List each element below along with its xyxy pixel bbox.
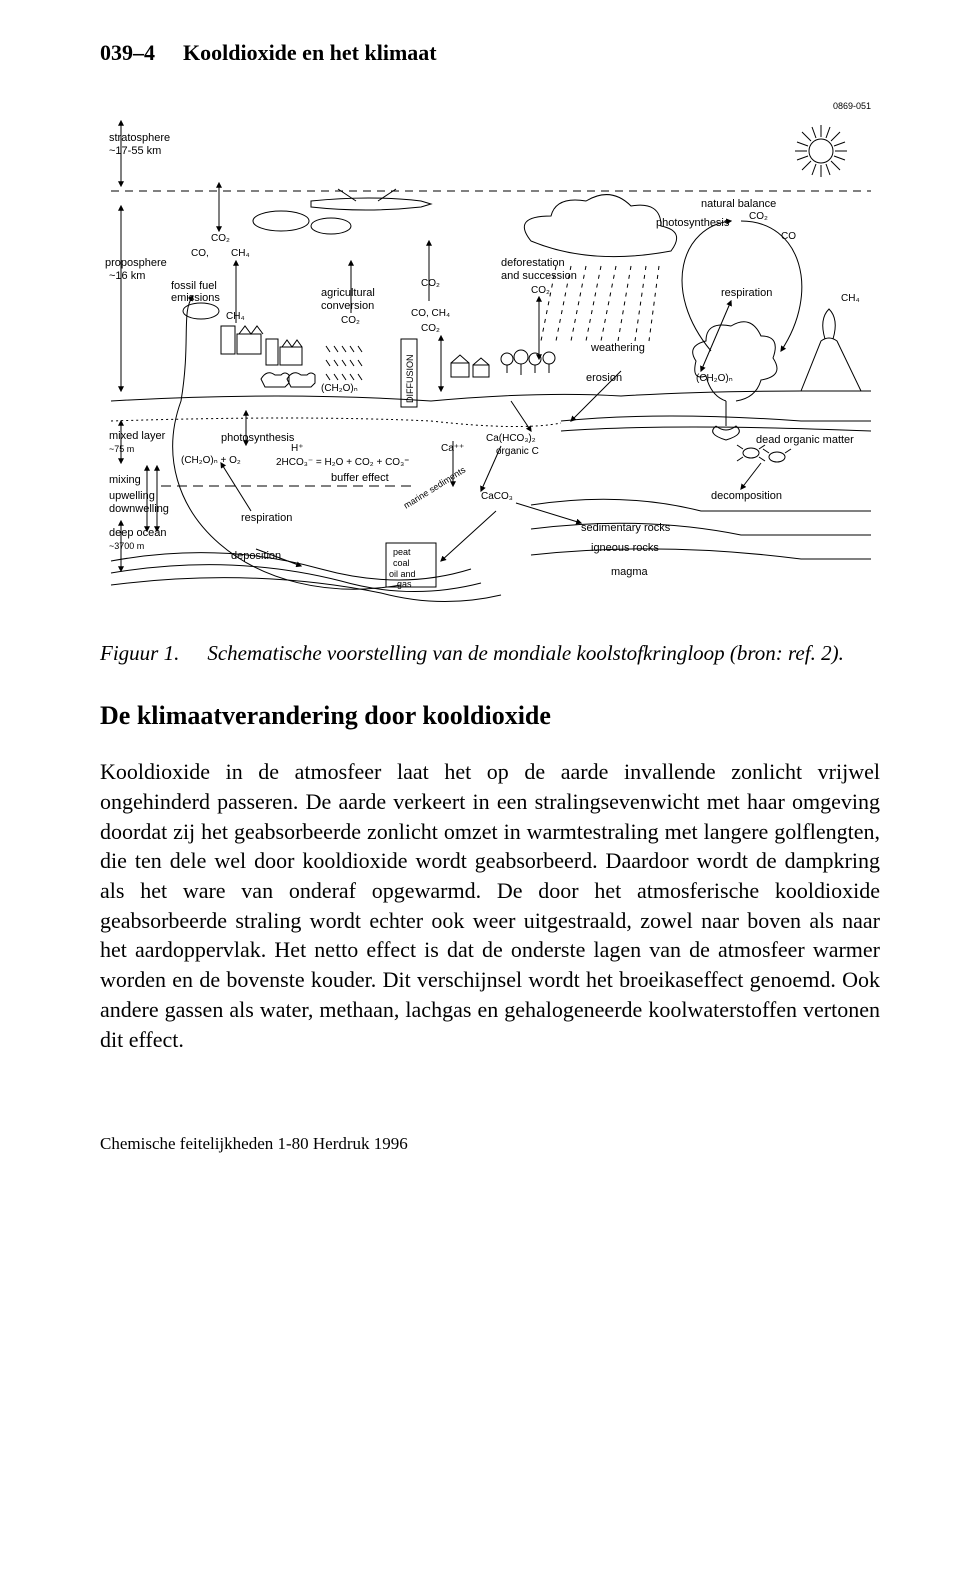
svg-text:~16 km: ~16 km (109, 270, 145, 282)
page-title: Kooldioxide en het klimaat (183, 40, 437, 66)
ocean-chem: photosynthesis H⁺ (CH₂O)ₙ + O₂ 2HCO₃⁻ = … (181, 401, 539, 491)
svg-text:CO₂: CO₂ (211, 233, 230, 244)
svg-text:CO₂: CO₂ (749, 211, 768, 222)
svg-text:CO,: CO, (191, 248, 209, 259)
fossil-deposits: peat coal oil and gas (386, 511, 496, 589)
svg-text:upwelling: upwelling (109, 490, 155, 502)
ch2on-marine: (CH₂O)ₙ (321, 383, 358, 394)
svg-text:gas: gas (397, 579, 412, 589)
svg-text:mixed layer: mixed layer (109, 430, 166, 442)
svg-text:organic C: organic C (496, 446, 539, 457)
svg-text:DIFFUSION: DIFFUSION (405, 355, 415, 404)
svg-text:CO: CO (781, 231, 796, 242)
svg-text:~17-55 km: ~17-55 km (109, 145, 161, 157)
svg-text:fossil fuel: fossil fuel (171, 280, 217, 292)
weathering-label: weathering (590, 342, 645, 354)
svg-text:respiration: respiration (721, 287, 772, 299)
carbon-cycle-diagram: 0869-051 stratosphere ~17-55 km proposph… (100, 90, 880, 617)
page-footer: Chemische feitelijkheden 1-80 Herdruk 19… (100, 1134, 880, 1154)
svg-text:~3700 m: ~3700 m (109, 541, 144, 551)
svg-text:2HCO₃⁻ = H₂O + CO₂ + CO₃⁼: 2HCO₃⁻ = H₂O + CO₂ + CO₃⁼ (276, 457, 409, 468)
svg-text:igneous rocks: igneous rocks (591, 542, 659, 554)
svg-text:peat: peat (393, 547, 411, 557)
svg-text:CH₄: CH₄ (231, 248, 250, 259)
svg-text:deforestation: deforestation (501, 257, 565, 269)
svg-text:CO₂: CO₂ (341, 315, 360, 326)
svg-text:deep ocean: deep ocean (109, 527, 167, 539)
svg-text:proposphere: proposphere (105, 257, 167, 269)
svg-text:CO, CH₄: CO, CH₄ (411, 308, 450, 319)
svg-text:(CH₂O)ₙ + O₂: (CH₂O)ₙ + O₂ (181, 455, 241, 466)
svg-text:CO₂: CO₂ (421, 323, 440, 334)
svg-text:decomposition: decomposition (711, 490, 782, 502)
figure-caption-text: Schematische voorstelling van de mondial… (207, 639, 880, 667)
marine-sediments-label: marine sediments (402, 464, 468, 510)
svg-text:conversion: conversion (321, 300, 374, 312)
caco3-label: CaCO₃ (481, 491, 513, 502)
svg-text:agricultural: agricultural (321, 287, 375, 299)
rocks-block: sedimentary rocks igneous rocks magma (516, 499, 871, 578)
agri-block: agricultural conversion CO₂ (261, 261, 375, 387)
airplane-icon (253, 189, 431, 234)
figure-code: 0869-051 (833, 101, 871, 111)
body-paragraph: Kooldioxide in de atmosfeer laat het op … (100, 757, 880, 1054)
svg-text:mixing: mixing (109, 474, 141, 486)
svg-text:~75 m: ~75 m (109, 444, 134, 454)
svg-text:dead organic matter: dead organic matter (756, 434, 854, 446)
section-heading: De klimaatverandering door kooldioxide (100, 701, 880, 731)
svg-text:buffer effect: buffer effect (331, 472, 389, 484)
biosphere-right: (CH₂O)ₙ respiration (682, 221, 802, 440)
volcano: CH₄ (801, 293, 861, 391)
svg-text:and succession: and succession (501, 270, 577, 282)
page-number: 039–4 (100, 40, 155, 66)
fossil-fuel-block: fossil fuel emissions CH₄ (171, 261, 302, 365)
svg-text:magma: magma (611, 566, 649, 578)
sun-icon (795, 125, 847, 177)
svg-text:CH₄: CH₄ (841, 293, 860, 304)
svg-text:CH₄: CH₄ (226, 311, 245, 322)
svg-text:photosynthesis: photosynthesis (221, 432, 295, 444)
svg-text:coal: coal (393, 558, 410, 568)
natural-balance-label: natural balance (701, 198, 776, 210)
figure-caption: Figuur 1. Schematische voorstelling van … (100, 639, 880, 667)
respiration-ocean: respiration (241, 512, 292, 524)
diffusion-box: DIFFUSION (401, 339, 417, 407)
erosion-label: erosion (586, 372, 622, 384)
atm-gases-left: CO₂ CO, CH₄ (191, 183, 250, 259)
deforest-block: deforestation and succession CO₂ (451, 257, 577, 377)
svg-text:H⁺: H⁺ (291, 443, 304, 454)
svg-text:CO₂: CO₂ (531, 285, 550, 296)
figure-label: Figuur 1. (100, 639, 179, 667)
altitude-scale: stratosphere ~17-55 km proposphere ~16 k… (105, 121, 170, 571)
svg-text:stratosphere: stratosphere (109, 132, 170, 144)
svg-text:Ca(HCO₃)₂: Ca(HCO₃)₂ (486, 433, 536, 444)
svg-text:oil and: oil and (389, 569, 416, 579)
svg-text:downwelling: downwelling (109, 503, 169, 515)
svg-text:emissions: emissions (171, 292, 220, 304)
svg-text:CO₂: CO₂ (421, 278, 440, 289)
svg-text:(CH₂O)ₙ: (CH₂O)ₙ (696, 373, 733, 384)
